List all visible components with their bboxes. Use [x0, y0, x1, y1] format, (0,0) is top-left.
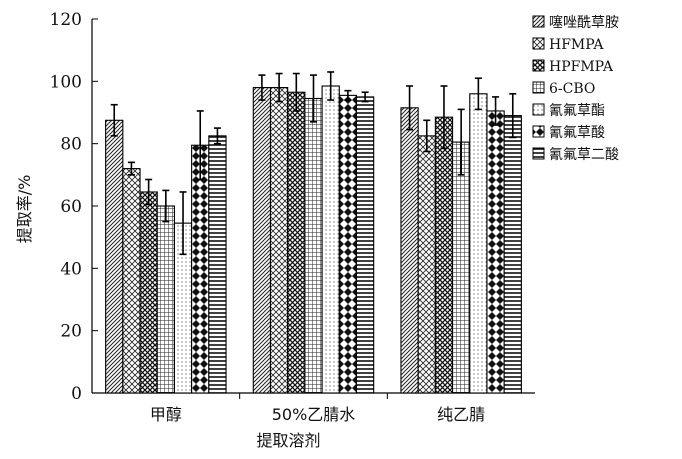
bar — [269, 87, 289, 394]
legend-swatch — [532, 103, 545, 116]
legend-label: 6-CBO — [549, 81, 595, 97]
legend-swatch — [532, 59, 545, 72]
legend-label: 氰氟草二酸 — [549, 147, 619, 163]
bar — [156, 205, 175, 394]
y-axis-title: 提取率/% — [15, 175, 34, 244]
bar — [400, 107, 419, 394]
y-tick-label: 120 — [50, 10, 82, 30]
legend-label: 氰氟草酸 — [549, 125, 605, 141]
bar — [105, 119, 124, 394]
bar — [338, 94, 358, 394]
y-tick-label: 100 — [50, 72, 82, 92]
bar — [469, 93, 488, 394]
bar — [252, 87, 272, 394]
bar — [486, 110, 505, 394]
legend-swatch — [532, 81, 545, 94]
x-category-label: 50%乙腈水 — [272, 405, 356, 424]
legend-label: 噻唑酰草胺 — [549, 14, 619, 31]
y-tick-label: 0 — [71, 384, 82, 404]
legend-swatch — [532, 125, 545, 138]
legend-label: HPFMPA — [549, 59, 614, 75]
x-category-label: 纯乙腈 — [437, 405, 485, 424]
legend-swatch — [532, 37, 545, 50]
y-tick-label: 60 — [60, 197, 82, 217]
bar — [321, 85, 340, 394]
bar — [122, 168, 141, 394]
legend-label: 氰氟草酯 — [549, 103, 605, 119]
bar — [417, 135, 436, 394]
y-tick-label: 40 — [60, 259, 82, 279]
legend-label: HFMPA — [549, 37, 604, 53]
y-tick-label: 80 — [60, 135, 82, 155]
legend-swatch — [532, 147, 545, 160]
bar — [139, 191, 158, 394]
x-axis-title: 提取溶剂 — [256, 431, 320, 450]
y-tick-label: 20 — [60, 322, 82, 342]
bar — [503, 115, 522, 394]
bar — [355, 96, 375, 394]
bar — [287, 91, 306, 394]
legend-swatch — [532, 15, 545, 28]
bar — [304, 97, 323, 394]
bar — [191, 144, 210, 394]
x-category-label: 甲醇 — [150, 405, 182, 424]
bar — [208, 135, 227, 394]
bar — [452, 141, 471, 394]
bar — [434, 116, 454, 394]
